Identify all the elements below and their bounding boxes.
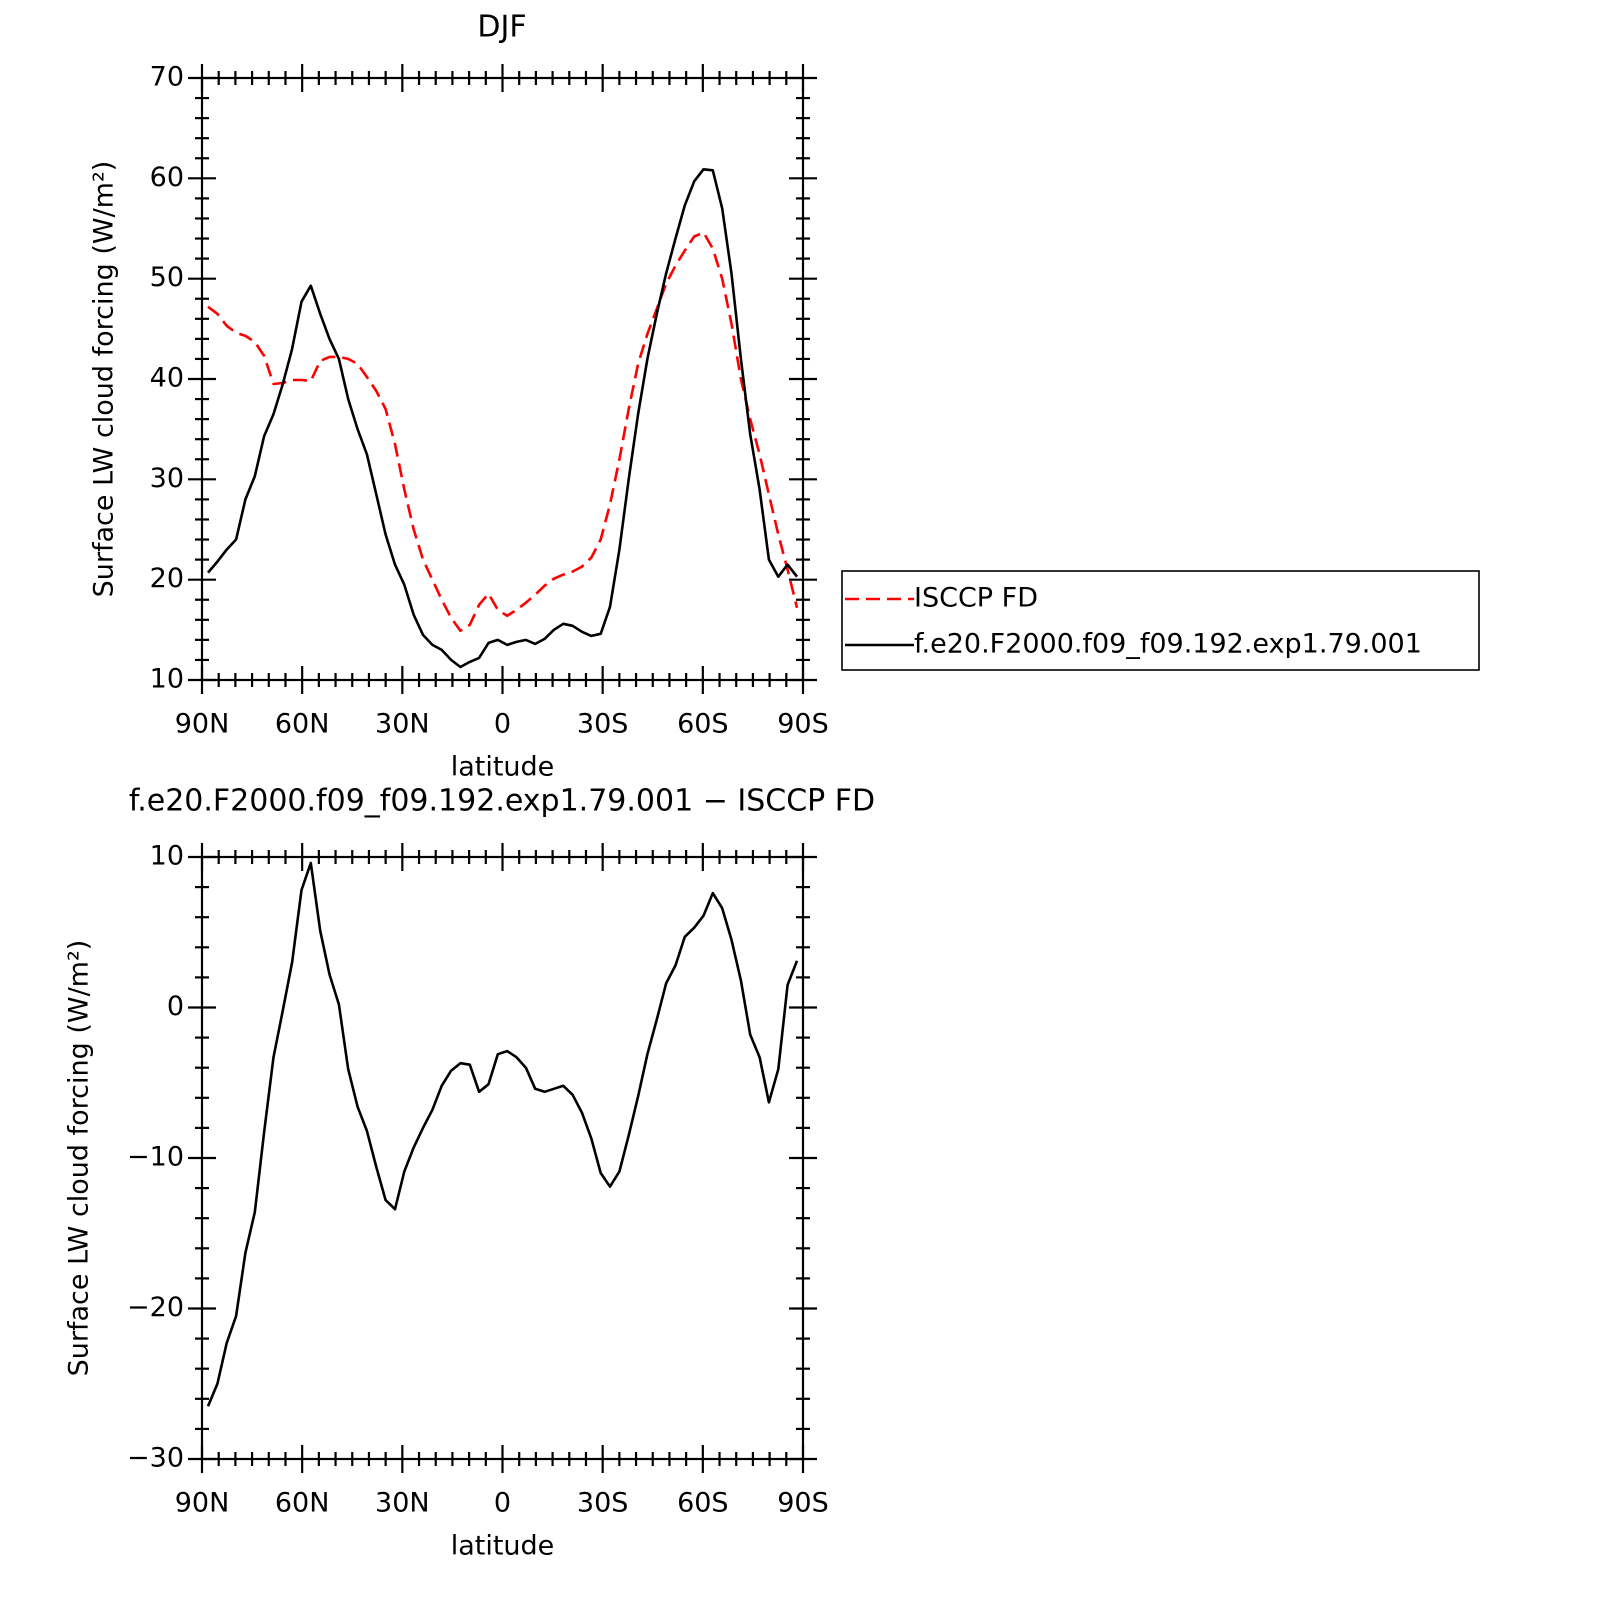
x-tick-label: 90S — [777, 1488, 829, 1519]
x-tick-label: 0 — [494, 1488, 511, 1519]
y-tick-label: 10 — [150, 664, 184, 695]
y-tick-label: 50 — [150, 262, 184, 293]
x-tick-label: 30S — [577, 1488, 629, 1519]
x-tick-label: 60N — [275, 709, 330, 740]
chart-title: f.e20.F2000.f09_f09.192.exp1.79.001 − IS… — [129, 784, 875, 819]
x-tick-label: 30N — [375, 1488, 430, 1519]
y-tick-label: 30 — [150, 463, 184, 494]
x-tick-label: 90N — [175, 1488, 230, 1519]
x-tick-label: 30S — [577, 709, 629, 740]
x-tick-label: 90S — [777, 709, 829, 740]
x-axis-label: latitude — [451, 752, 555, 783]
y-axis-label: Surface LW cloud forcing (W/m²) — [64, 940, 95, 1377]
y-tick-label: −10 — [127, 1142, 184, 1173]
x-tick-label: 30N — [375, 709, 430, 740]
data-line — [207, 168, 799, 669]
y-tick-label: 0 — [167, 991, 184, 1022]
chart-title: DJF — [477, 10, 526, 45]
y-axis-label: Surface LW cloud forcing (W/m²) — [89, 161, 120, 598]
data-line — [206, 861, 799, 1407]
plot-frame — [200, 76, 805, 682]
legend-box — [841, 570, 1480, 671]
plot-frame — [200, 855, 805, 1461]
x-tick-label: 90N — [175, 709, 230, 740]
legend-label: ISCCP FD — [914, 583, 1038, 614]
y-tick-label: 60 — [150, 162, 184, 193]
y-tick-label: 20 — [150, 563, 184, 594]
y-tick-label: −20 — [127, 1292, 184, 1323]
x-tick-label: 60S — [677, 709, 729, 740]
data-line — [207, 231, 799, 633]
y-tick-label: 40 — [150, 363, 184, 394]
x-tick-label: 60S — [677, 1488, 729, 1519]
y-tick-label: −30 — [127, 1443, 184, 1474]
y-tick-label: 70 — [150, 62, 184, 93]
x-axis-label: latitude — [451, 1531, 555, 1562]
x-tick-label: 60N — [275, 1488, 330, 1519]
x-tick-label: 0 — [494, 709, 511, 740]
legend-label: f.e20.F2000.f09_f09.192.exp1.79.001 — [914, 629, 1422, 660]
y-tick-label: 10 — [150, 841, 184, 872]
